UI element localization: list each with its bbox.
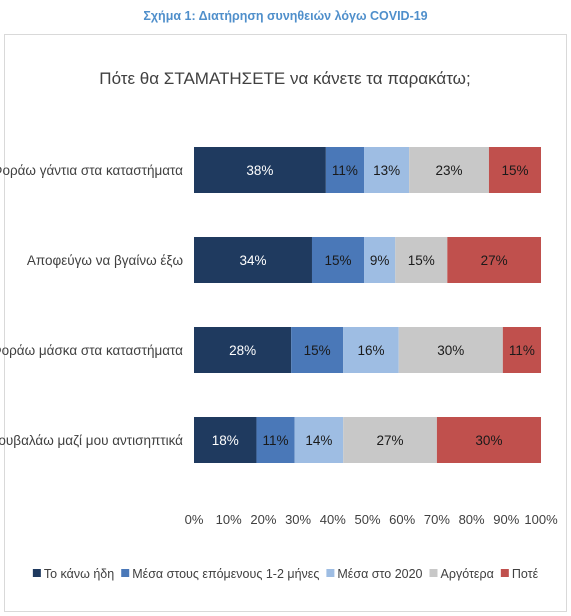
data-label: 38% [246,163,273,178]
category-label: Φοράω μάσκα στα καταστήματα [0,343,183,358]
legend-item: Το κάνω ήδη [32,567,114,581]
x-tick-label: 50% [354,512,380,527]
bar-segment [343,417,437,463]
data-label: 16% [357,343,384,358]
x-tick-label: 70% [424,512,450,527]
data-label: 30% [475,433,502,448]
bar-segment [325,147,365,193]
bar-segment [502,327,541,373]
legend-swatch [326,569,335,577]
bar-segment [436,417,541,463]
bar-segment [488,147,541,193]
bar-segment [343,327,399,373]
data-label: 18% [212,433,239,448]
bar-segment [194,327,292,373]
data-label: 14% [305,433,332,448]
bar-segment [447,237,541,283]
bar-segment [364,147,410,193]
legend-swatch [121,569,130,577]
data-label: 11% [509,343,535,358]
category-label: Φοράω γάντια στα καταστήματα [0,163,183,178]
figure-title: Σχήμα 1: Διατήρηση συνηθειών λόγω COVID-… [143,9,428,23]
x-tick-label: 0% [185,512,204,527]
category-label: Αποφεύγω να βγαίνω έξω [27,253,183,268]
x-tick-label: 20% [250,512,276,527]
data-label: 30% [437,343,464,358]
data-label: 27% [377,433,404,448]
bar-segment [291,327,344,373]
data-label: 15% [324,253,351,268]
bar-segment [364,237,396,283]
legend-label: Το κάνω ήδη [44,567,114,581]
data-label: 15% [501,163,528,178]
bar-segment [311,237,365,283]
legend-label: Ποτέ [512,567,539,581]
legend-swatch [500,569,509,577]
legend-label: Μέσα στο 2020 [337,567,422,581]
category-label: Κουβαλάω μαζί μου αντισηπτικά [0,433,183,448]
bar-segment [194,417,257,463]
data-label: 23% [436,163,463,178]
data-label: 15% [304,343,331,358]
data-label: 11% [263,433,289,448]
bar-segment [398,327,503,373]
bar-segment [256,417,295,463]
data-label: 34% [239,253,266,268]
legend-label: Μέσα στους επόμενους 1-2 μήνες [132,567,319,581]
legend-item: Μέσα στο 2020 [326,567,423,581]
x-tick-label: 60% [389,512,415,527]
data-label: 13% [373,163,400,178]
x-tick-label: 80% [459,512,485,527]
x-tick-label: 100% [524,512,558,527]
legend-item: Αργότερα [429,567,494,581]
legend-label: Αργότερα [441,567,494,581]
x-tick-label: 90% [493,512,519,527]
data-label: 28% [229,343,256,358]
x-tick-label: 10% [216,512,242,527]
bar-segment [294,417,344,463]
data-label: 15% [408,253,435,268]
x-tick-label: 40% [320,512,346,527]
bar-segment [409,147,489,193]
bar-segment [395,237,448,283]
legend-swatch [429,569,438,577]
bar-segment [194,147,326,193]
data-label: 27% [481,253,508,268]
x-tick-label: 30% [285,512,311,527]
data-label: 11% [332,163,358,178]
bar-segment [194,237,312,283]
legend-swatch [32,569,41,577]
legend-item: Μέσα στους επόμενους 1-2 μήνες [121,567,319,581]
chart-frame [4,34,567,612]
legend-item: Ποτέ [500,567,539,581]
chart-title: Πότε θα ΣΤΑΜΑΤΗΣΕΤΕ να κάνετε τα παρακάτ… [99,69,470,88]
data-label: 9% [370,253,390,268]
